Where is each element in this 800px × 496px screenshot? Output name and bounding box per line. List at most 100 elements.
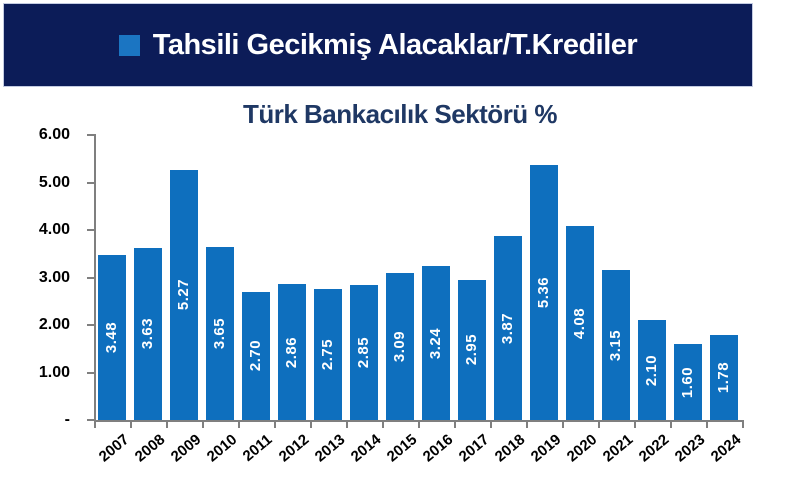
bar-value-label: 1.60 (679, 366, 697, 398)
bar-value-label: 3.09 (391, 330, 409, 363)
x-tick (166, 420, 168, 428)
y-tick (87, 229, 96, 231)
bar-2019 (530, 165, 558, 420)
x-axis-label-2016: 2016 (419, 431, 456, 466)
x-tick (598, 420, 600, 428)
x-axis-label-2010: 2010 (203, 431, 240, 466)
x-axis-label-2023: 2023 (671, 431, 708, 466)
bar-value-2014: 2.85 (350, 285, 378, 420)
bar-2018 (494, 236, 522, 420)
x-axis-label-2019: 2019 (527, 431, 564, 466)
bar-value-label: 3.24 (427, 327, 445, 359)
bar-value-label: 1.78 (715, 362, 733, 394)
y-axis-line (94, 135, 96, 422)
x-axis-label-2008: 2008 (131, 431, 168, 466)
x-tick (742, 420, 744, 428)
x-tick (490, 420, 492, 428)
x-tick (130, 420, 132, 428)
bar-value-2022: 2.10 (638, 320, 666, 420)
y-tick (87, 419, 96, 421)
bar-value-2009: 5.27 (170, 170, 198, 420)
x-tick (274, 420, 276, 428)
bar-value-label: 2.75 (319, 339, 337, 371)
bar-2022 (638, 320, 666, 420)
x-tick (346, 420, 348, 428)
bar-value-2020: 4.08 (566, 226, 594, 420)
bar-2013 (314, 289, 342, 420)
bar-value-label: 5.36 (535, 277, 553, 309)
y-tick (87, 371, 96, 374)
chart-title: Türk Bankacılık Sektörü % (242, 99, 558, 129)
y-axis-label: 5.00 (38, 173, 70, 191)
x-axis-label-2012: 2012 (275, 431, 312, 466)
bar-2014 (350, 284, 378, 420)
bar-2016 (422, 266, 450, 420)
bar-2009 (170, 169, 198, 420)
x-tick (526, 420, 528, 428)
y-axis-label: 6.00 (38, 126, 70, 143)
x-axis-label-2015: 2015 (383, 431, 420, 466)
x-axis-label-2007: 2007 (95, 431, 132, 466)
x-axis-label-2024: 2024 (707, 431, 744, 466)
bar-value-2007: 3.48 (98, 255, 126, 420)
x-axis-label-2020: 2020 (563, 431, 600, 466)
bar-2020 (566, 226, 594, 420)
bar-value-label: 3.15 (607, 329, 625, 361)
x-axis-label-2009: 2009 (167, 431, 204, 466)
y-tick (87, 134, 96, 136)
bar-2015 (386, 273, 414, 420)
bar-value-label: 2.85 (355, 336, 373, 368)
bar-value-2008: 3.63 (134, 248, 162, 420)
y-axis-label: 4.00 (38, 221, 70, 238)
x-tick (634, 420, 636, 428)
x-tick (382, 420, 384, 428)
bar-value-label: 3.65 (211, 317, 229, 349)
x-tick (562, 420, 564, 428)
x-tick (94, 420, 96, 428)
bar-2023 (674, 344, 702, 420)
bar-value-2016: 3.24 (422, 266, 450, 420)
x-axis-label-2017: 2017 (455, 431, 492, 466)
bar-value-2013: 2.75 (314, 289, 342, 420)
bar-2017 (458, 279, 486, 420)
banner-title: Tahsili Gecikmiş Alacaklar/T.Krediler (152, 28, 638, 61)
bar-value-2023: 1.60 (674, 344, 702, 420)
x-axis-label-2021: 2021 (599, 431, 636, 466)
y-tick (87, 276, 96, 279)
header-banner: Tahsili Gecikmiş Alacaklar/T.Krediler (3, 3, 753, 87)
bar-value-2024: 1.78 (710, 335, 738, 420)
bar-2024 (710, 335, 738, 420)
x-tick (670, 420, 672, 428)
y-axis-label: 1.00 (38, 363, 70, 381)
x-tick (418, 420, 420, 428)
x-tick (202, 420, 204, 428)
y-axis-label: 2.00 (38, 316, 70, 333)
x-axis-label-2014: 2014 (347, 431, 384, 466)
bar-value-2021: 3.15 (602, 270, 630, 420)
bar-value-label: 3.63 (139, 318, 157, 350)
x-tick (454, 420, 456, 428)
bar-value-label: 5.27 (175, 279, 193, 311)
bar-2008 (134, 247, 162, 420)
bar-value-2012: 2.86 (278, 284, 306, 420)
bar-value-label: 2.95 (463, 334, 481, 366)
bar-value-label: 2.70 (247, 340, 265, 372)
x-axis-label-2013: 2013 (311, 431, 348, 466)
bar-2010 (206, 246, 234, 420)
bar-value-2018: 3.87 (494, 236, 522, 420)
bar-2011 (242, 291, 270, 420)
y-axis-label: 3.00 (38, 268, 70, 286)
legend-square-icon (118, 34, 140, 56)
y-tick (87, 324, 96, 326)
bar-value-2011: 2.70 (242, 292, 270, 420)
x-axis-label-2011: 2011 (240, 431, 276, 465)
bar-value-2019: 5.36 (530, 165, 558, 420)
x-tick (238, 420, 240, 428)
x-tick (310, 420, 312, 428)
x-axis-label-2022: 2022 (635, 431, 672, 466)
bar-value-label: 2.86 (283, 336, 301, 368)
bar-value-label: 4.08 (571, 307, 589, 339)
bar-value-label: 2.10 (643, 354, 661, 386)
x-axis-label-2018: 2018 (491, 431, 528, 466)
